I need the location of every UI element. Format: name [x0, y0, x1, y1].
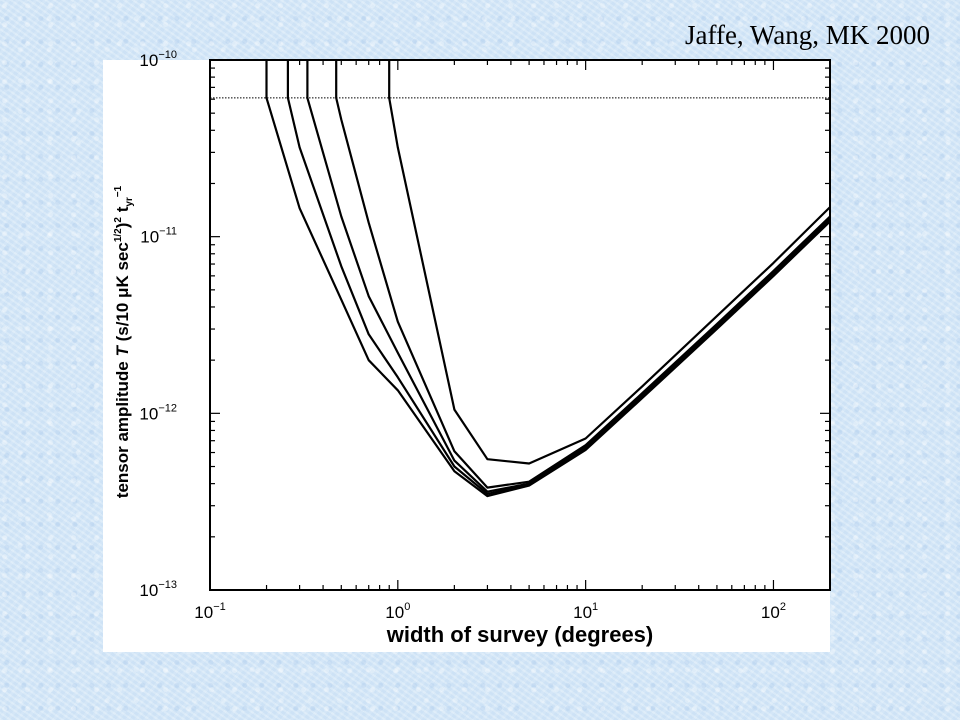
y-tick-label: 10−13 — [139, 579, 177, 600]
x-axis-label: width of survey (degrees) — [386, 622, 654, 647]
series-line-1 — [265, 60, 831, 498]
y-tick-label: 10−12 — [139, 402, 177, 423]
series-line-5 — [388, 60, 831, 465]
x-tick-label: 101 — [573, 601, 598, 622]
x-tick-label: 102 — [761, 601, 786, 622]
series-line-3 — [306, 60, 831, 493]
x-tick-label: 100 — [385, 601, 410, 622]
y-tick-label: 10−11 — [140, 226, 177, 247]
citation-text: Jaffe, Wang, MK 2000 — [684, 20, 930, 50]
plot-frame — [209, 59, 831, 591]
y-tick-label: 10−10 — [139, 49, 177, 70]
figure-panel — [103, 60, 830, 652]
y-axis-label: tensor amplitude T (s/10 μK sec1/2)2 tyr… — [112, 185, 136, 499]
series-line-4 — [335, 60, 831, 489]
x-tick-label: 10−1 — [194, 601, 225, 622]
series-line-2 — [286, 60, 831, 495]
